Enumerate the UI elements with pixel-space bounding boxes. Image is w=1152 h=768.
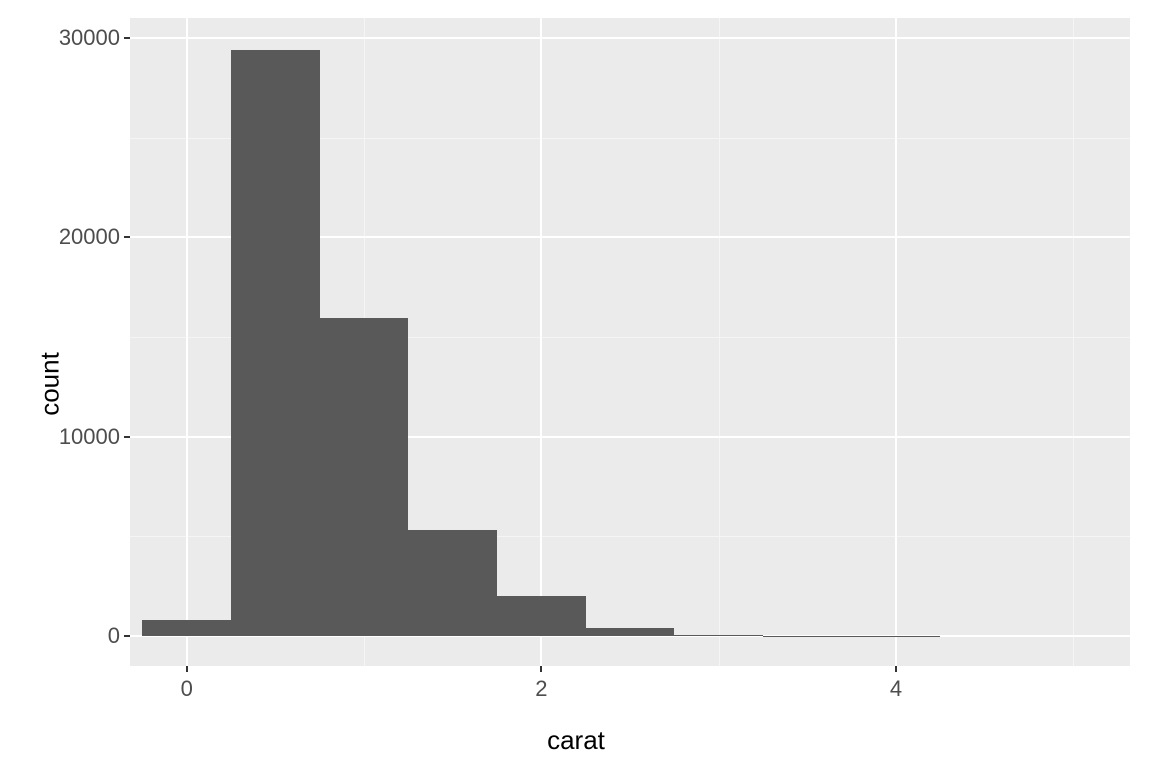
y-tick-label: 20000 xyxy=(59,224,120,250)
y-tick-mark xyxy=(124,436,130,438)
y-axis-title: count xyxy=(34,352,65,416)
grid-major-v xyxy=(186,18,188,666)
histogram-bar xyxy=(674,635,763,636)
x-tick-label: 2 xyxy=(535,676,547,702)
histogram-bar xyxy=(231,50,320,636)
x-tick-mark xyxy=(186,666,188,672)
histogram-bar xyxy=(497,596,586,636)
x-tick-label: 0 xyxy=(181,676,193,702)
y-tick-label: 10000 xyxy=(59,424,120,450)
histogram-bar xyxy=(586,628,675,636)
x-axis-title: carat xyxy=(547,725,605,756)
grid-minor-v xyxy=(719,18,720,666)
grid-major-v xyxy=(540,18,542,666)
y-tick-mark xyxy=(124,236,130,238)
x-tick-mark xyxy=(540,666,542,672)
histogram-bar xyxy=(320,318,409,637)
x-tick-mark xyxy=(895,666,897,672)
grid-minor-v xyxy=(1073,18,1074,666)
histogram-bar xyxy=(408,530,497,636)
y-tick-mark xyxy=(124,37,130,39)
y-tick-label: 30000 xyxy=(59,25,120,51)
histogram-chart: count carat 0100002000030000024 xyxy=(0,0,1152,768)
grid-major-v xyxy=(895,18,897,666)
grid-major-h xyxy=(130,37,1130,39)
histogram-bar xyxy=(142,620,231,636)
plot-panel: 0100002000030000024 xyxy=(130,18,1130,666)
x-tick-label: 4 xyxy=(890,676,902,702)
y-tick-label: 0 xyxy=(108,623,120,649)
y-tick-mark xyxy=(124,635,130,637)
